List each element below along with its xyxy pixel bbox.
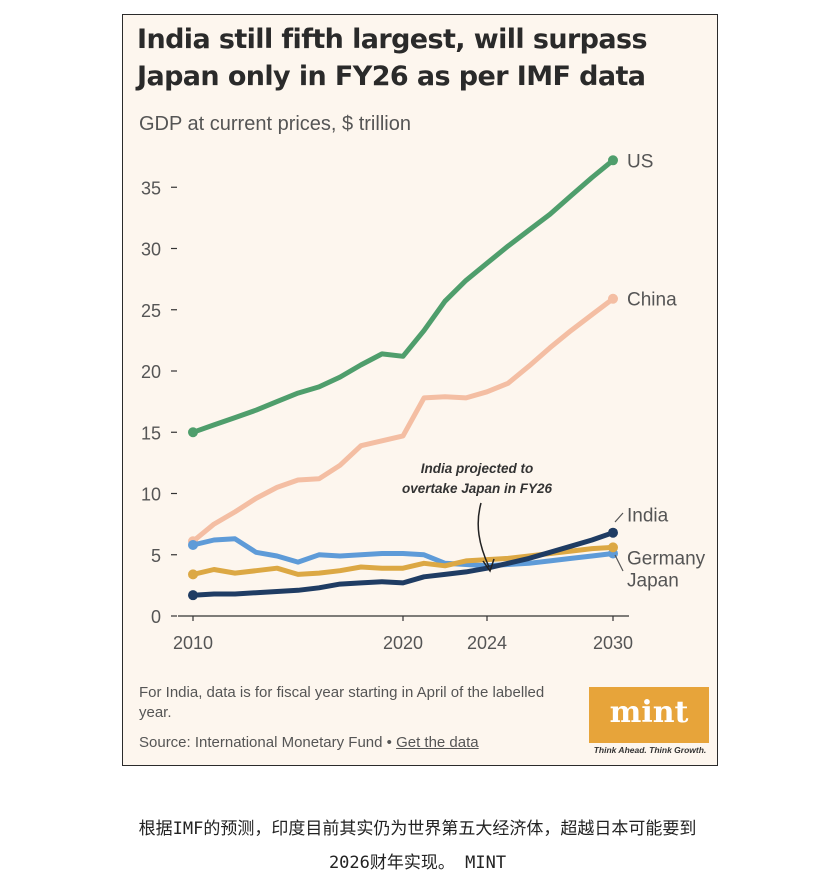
y-tick-label-25: 25 xyxy=(141,301,161,321)
series-line-china xyxy=(190,296,616,544)
logo-tagline: Think Ahead. Think Growth. xyxy=(593,745,707,755)
chart-title: India still fifth largest, will surpass … xyxy=(137,21,707,95)
series-end-dot-china xyxy=(608,293,618,304)
y-tick-label-20: 20 xyxy=(141,362,161,382)
series-end-dot-us xyxy=(608,155,618,166)
x-tick-label-2010: 2010 xyxy=(173,633,213,653)
y-tick-label-35: 35 xyxy=(141,178,161,198)
series-start-dot-us xyxy=(188,427,198,438)
caption-line-2: 2026财年实现。 MINT xyxy=(328,853,507,873)
series-end-dot-germany xyxy=(608,542,618,553)
annotation-arrow xyxy=(477,502,490,568)
series-line-india xyxy=(190,530,616,598)
line-chart-svg: 0 5 10 15 20 25 30 35 2010 2020 2024 2030 US China Ind… xyxy=(141,151,706,653)
series-label-china: China xyxy=(627,290,677,311)
series-start-dot-india xyxy=(188,590,198,601)
annotation-arrowhead xyxy=(482,558,495,573)
series-line-us xyxy=(190,157,616,435)
chart-title-line-2: Japan only in FY26 as per IMF data xyxy=(137,61,646,92)
series-label-india: India xyxy=(627,506,669,527)
japan-label-connector xyxy=(614,554,624,572)
series-label-japan: Japan xyxy=(627,571,679,592)
series-label-germany: Germany xyxy=(627,548,706,569)
annotation-line-1: India projected to xyxy=(421,461,534,476)
footnote: For India, data is for fiscal year start… xyxy=(139,684,545,721)
series-label-us: US xyxy=(627,151,653,172)
x-tick-label-2020: 2020 xyxy=(383,633,423,653)
x-tick-label-2030: 2030 xyxy=(593,633,633,653)
series-line-japan xyxy=(190,536,616,569)
source-text: Source: International Monetary Fund • xyxy=(139,734,397,751)
y-tick-label-0: 0 xyxy=(151,607,161,627)
source-line: Source: International Monetary Fund • Ge… xyxy=(139,734,479,751)
india-label-connector xyxy=(614,512,624,523)
series-start-dot-japan xyxy=(188,539,198,550)
series-start-dot-germany xyxy=(188,569,198,580)
y-tick-label-15: 15 xyxy=(141,423,161,443)
chart-title-line-1: India still fifth largest, will surpass xyxy=(137,24,648,55)
caption-line-1: 根据IMF的预测，印度目前其实仍为世界第五大经济体，超越日本可能要到 xyxy=(138,819,697,839)
series-end-dot-india xyxy=(608,527,618,538)
x-tick-label-2024: 2024 xyxy=(467,633,507,653)
y-tick-label-10: 10 xyxy=(141,485,161,505)
chart-card: India still fifth largest, will surpass … xyxy=(122,14,718,766)
get-the-data-link[interactable]: Get the data xyxy=(396,734,479,751)
chart-subtitle: GDP at current prices, $ trillion xyxy=(139,113,411,135)
y-tick-label-30: 30 xyxy=(141,240,161,260)
y-tick-label-5: 5 xyxy=(151,546,161,566)
mint-logo: mint xyxy=(589,687,709,743)
image-caption: 根据IMF的预测，印度目前其实仍为世界第五大经济体，超越日本可能要到 2026财… xyxy=(0,812,835,880)
annotation-line-2: overtake Japan in FY26 xyxy=(402,481,553,496)
